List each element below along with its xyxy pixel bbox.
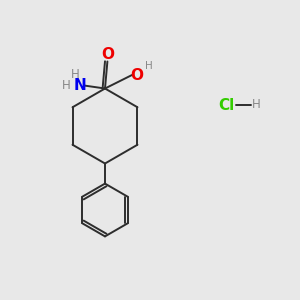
Text: O: O [130,68,143,82]
Text: O: O [101,46,114,62]
Text: H: H [70,68,80,81]
Text: H: H [145,61,153,71]
Text: Cl: Cl [218,98,235,112]
Text: H: H [252,98,261,112]
Text: N: N [74,78,87,93]
Text: H: H [61,79,70,92]
